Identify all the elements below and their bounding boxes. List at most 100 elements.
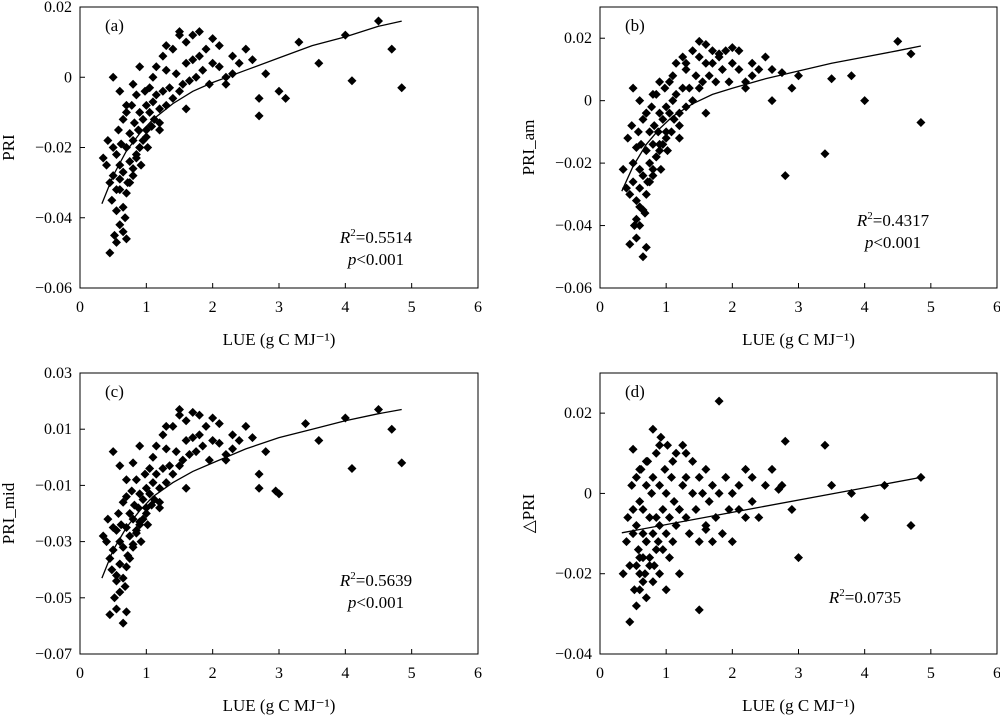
data-point bbox=[655, 480, 665, 490]
data-point bbox=[121, 100, 131, 110]
x-tick-label: 0 bbox=[596, 299, 604, 316]
data-point bbox=[121, 492, 131, 502]
data-point bbox=[747, 472, 757, 482]
data-point bbox=[707, 480, 717, 490]
data-point bbox=[127, 486, 137, 496]
data-point bbox=[794, 71, 803, 81]
data-point bbox=[125, 553, 135, 563]
x-axis-label: LUE (g C MJ⁻¹) bbox=[223, 330, 336, 349]
data-point bbox=[208, 413, 218, 423]
data-point bbox=[827, 74, 837, 84]
data-point bbox=[194, 410, 204, 420]
data-point bbox=[651, 152, 661, 162]
data-point bbox=[138, 494, 148, 504]
data-point bbox=[635, 464, 645, 474]
data-point bbox=[128, 164, 138, 174]
data-point bbox=[721, 46, 731, 56]
data-point bbox=[635, 221, 645, 231]
data-point bbox=[631, 472, 641, 482]
data-point bbox=[228, 444, 238, 454]
data-point bbox=[645, 158, 655, 168]
data-point bbox=[671, 89, 681, 99]
data-point bbox=[175, 410, 184, 420]
data-point bbox=[655, 139, 665, 149]
data-point bbox=[136, 160, 146, 170]
data-point bbox=[141, 100, 151, 110]
data-point bbox=[147, 121, 157, 131]
data-point bbox=[760, 480, 770, 490]
data-point bbox=[641, 593, 651, 603]
y-tick-label: 0 bbox=[584, 485, 592, 502]
data-point bbox=[118, 542, 128, 552]
x-tick-label: 2 bbox=[728, 665, 736, 682]
data-point bbox=[638, 577, 648, 587]
y-axis-label: PRI_am bbox=[519, 120, 538, 176]
data-point bbox=[158, 430, 168, 440]
data-point bbox=[107, 195, 117, 205]
data-point bbox=[734, 480, 744, 490]
data-point bbox=[635, 496, 645, 506]
y-tick-label: −0.03 bbox=[35, 534, 72, 551]
data-point bbox=[140, 469, 150, 479]
data-point bbox=[118, 202, 128, 212]
data-point bbox=[118, 573, 128, 583]
data-point bbox=[618, 164, 628, 174]
panel-3: 0 1 2 3 4 5 6 −0.07 −0.05 −0.03 −0.01 0.01 0.03 LUE (… bbox=[0, 365, 482, 715]
data-point bbox=[655, 77, 665, 87]
data-point bbox=[121, 188, 131, 198]
data-point bbox=[627, 480, 637, 490]
data-point bbox=[916, 472, 926, 482]
data-point bbox=[161, 421, 171, 431]
data-point bbox=[191, 447, 201, 457]
data-point bbox=[115, 587, 125, 597]
data-point bbox=[120, 213, 130, 223]
data-point bbox=[145, 83, 155, 93]
data-point bbox=[128, 79, 138, 89]
data-point bbox=[214, 438, 224, 448]
data-point bbox=[671, 448, 681, 458]
data-point bbox=[135, 62, 145, 72]
data-point bbox=[648, 424, 658, 434]
data-point bbox=[175, 86, 184, 96]
data-point bbox=[681, 58, 691, 68]
data-point bbox=[274, 86, 284, 96]
data-point bbox=[631, 561, 641, 571]
data-point bbox=[717, 529, 727, 539]
data-point bbox=[131, 475, 141, 485]
data-point bbox=[347, 464, 357, 474]
data-point bbox=[658, 504, 668, 514]
fit-line bbox=[101, 408, 402, 579]
data-point bbox=[115, 559, 125, 569]
data-point bbox=[655, 440, 665, 450]
data-point bbox=[228, 51, 238, 61]
x-tick-label: 0 bbox=[76, 665, 84, 682]
data-point bbox=[194, 51, 204, 61]
data-point bbox=[684, 83, 694, 93]
data-point bbox=[631, 214, 641, 224]
data-point bbox=[707, 537, 717, 547]
data-point bbox=[674, 504, 684, 514]
data-point bbox=[662, 440, 672, 450]
data-point bbox=[204, 455, 214, 465]
data-point bbox=[161, 478, 171, 488]
data-point bbox=[714, 396, 724, 406]
data-point bbox=[135, 107, 145, 117]
data-point bbox=[641, 480, 651, 490]
x-tick-label: 2 bbox=[728, 299, 736, 316]
plot-frame bbox=[79, 372, 479, 655]
data-point bbox=[741, 464, 751, 474]
data-point bbox=[627, 121, 637, 131]
data-point bbox=[254, 111, 264, 121]
x-tick-label: 5 bbox=[408, 665, 416, 682]
r-squared-annotation: R2=0.5514 bbox=[339, 227, 413, 247]
data-point bbox=[121, 475, 131, 485]
data-point bbox=[741, 83, 751, 93]
data-point bbox=[111, 150, 121, 160]
data-point bbox=[228, 430, 238, 440]
data-point bbox=[105, 248, 115, 258]
data-point bbox=[655, 569, 665, 579]
data-point bbox=[653, 127, 663, 137]
x-tick-label: 6 bbox=[993, 665, 1000, 682]
data-point bbox=[645, 127, 655, 137]
